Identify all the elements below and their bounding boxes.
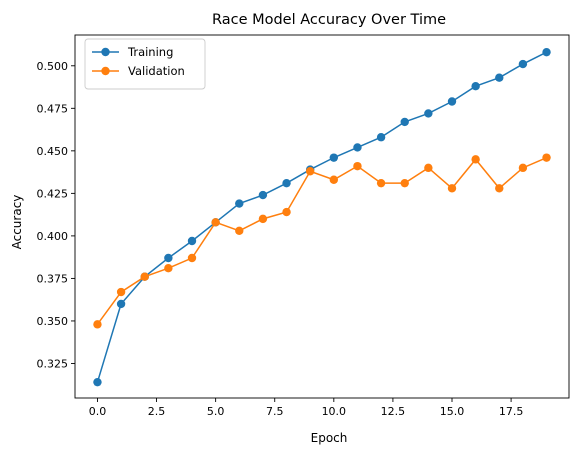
axes-frame [74,34,570,399]
y-tick-label: 0.450 [37,145,69,158]
legend-training-marker [101,47,110,57]
training-point [235,199,244,208]
training-point [376,133,386,142]
validation-point [471,155,480,164]
training-point [116,299,126,309]
y-tick-label: 0.500 [37,60,69,73]
training-point [447,97,457,106]
chart-title: Race Model Accuracy Over Time [212,12,446,28]
x-axis: 0.0 2.5 5.0 7.5 10.0 12.5 15.0 17.5 [89,398,524,418]
legend: Training Validation [84,38,206,90]
y-tick-label: 0.425 [37,187,69,200]
legend-validation-label: Validation [128,64,185,78]
x-tick-label: 7.5 [266,405,284,418]
training-point [400,117,409,127]
validation-point [518,163,528,173]
validation-line [96,156,547,325]
y-axis-label: Accuracy [10,195,24,250]
validation-point [495,184,504,193]
training-point [424,109,433,118]
x-tick-label: 2.5 [148,405,166,418]
training-point [282,178,291,188]
validation-point [116,287,126,297]
x-tick-label: 15.0 [440,405,465,418]
y-tick-label: 0.475 [37,102,69,115]
validation-point [140,272,149,281]
training-point [187,236,197,246]
x-axis-label: Epoch [311,431,348,445]
validation-point [400,178,409,188]
training-point [495,73,504,82]
legend-training-label: Training [127,45,173,59]
training-point [542,47,551,57]
y-axis: 0.325 0.350 0.375 0.400 0.425 0.450 0.475 0.500 [37,60,75,370]
y-tick-label: 0.350 [37,315,69,328]
validation-point [447,184,457,193]
validation-point [211,218,220,227]
training-point [93,377,102,387]
validation-point [542,153,551,162]
validation-point [93,320,102,329]
legend-validation-marker [101,66,110,76]
training-point [518,59,528,69]
x-tick-label: 17.5 [499,405,524,418]
training-point [329,153,339,162]
x-tick-label: 10.0 [322,405,347,418]
validation-point [424,163,433,173]
validation-point [258,214,268,224]
training-line [96,51,547,383]
validation-point [235,226,244,235]
x-tick-label: 12.5 [381,405,406,418]
training-point [353,143,362,152]
training-point [164,253,173,263]
validation-point [305,167,315,176]
validation-point [164,264,173,273]
validation-point [329,175,339,184]
training-point [258,190,268,200]
y-tick-label: 0.400 [37,230,69,243]
validation-point [376,178,386,188]
validation-point [353,161,362,171]
x-tick-label: 5.0 [207,405,225,418]
y-tick-label: 0.375 [37,272,69,285]
series-layer [93,47,551,387]
y-tick-label: 0.325 [37,357,69,370]
validation-point [282,207,291,217]
x-tick-label: 0.0 [89,405,107,418]
training-point [471,82,480,91]
validation-point [187,253,197,263]
